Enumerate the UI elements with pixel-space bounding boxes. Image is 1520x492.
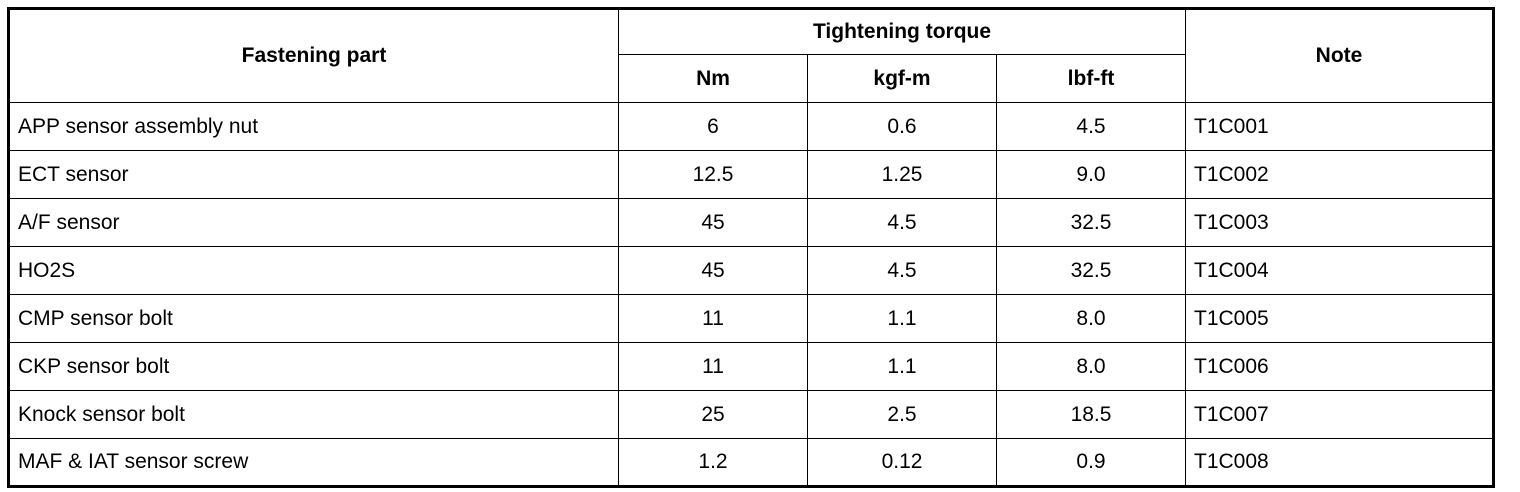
header-row: Nm kgf-m lbf-ft (9, 54, 1494, 103)
table-row: APP sensor assembly nut 6 0.6 4.5 T1C001 (8, 102, 1494, 151)
table-cell: 0.9 (996, 438, 1186, 487)
table-cell: T1C007 (1185, 390, 1494, 439)
header-cell: Fastening part (8, 8, 619, 103)
table-row: CMP sensor bolt 11 1.1 8.0 T1C005 (8, 294, 1494, 343)
table-cell: MAF & IAT sensor screw (8, 438, 619, 487)
table-cell: 45 (618, 198, 808, 247)
table-cell: CMP sensor bolt (8, 294, 619, 343)
table-cell: 11 (618, 342, 808, 391)
table-cell: Knock sensor bolt (8, 390, 619, 439)
table-cell: 8.0 (996, 342, 1186, 391)
table-row: MAF & IAT sensor screw 1.2 0.12 0.9 T1C008 (8, 438, 1494, 487)
table-cell: 9.0 (996, 150, 1186, 199)
table-cell: APP sensor assembly nut (8, 102, 619, 151)
torque-table: Fastening part Tightening torque Note Nm… (7, 7, 1495, 488)
table-cell: 1.1 (807, 294, 997, 343)
table-row: HO2S 45 4.5 32.5 T1C004 (8, 246, 1494, 295)
table-cell: T1C003 (1185, 198, 1494, 247)
table-cell: 6 (618, 102, 808, 151)
table-row: CKP sensor bolt 11 1.1 8.0 T1C006 (8, 342, 1494, 391)
header-cell: kgf-m (807, 54, 997, 103)
table-cell: A/F sensor (8, 198, 619, 247)
table-cell: 12.5 (618, 150, 808, 199)
table-cell: 32.5 (996, 198, 1186, 247)
table-cell: 4.5 (996, 102, 1186, 151)
table-cell: 32.5 (996, 246, 1186, 295)
table-cell: 0.12 (807, 438, 997, 487)
header-cell: Tightening torque (618, 8, 1186, 55)
table-cell: 18.5 (996, 390, 1186, 439)
table-row: Knock sensor bolt 25 2.5 18.5 T1C007 (8, 390, 1494, 439)
table-cell: 45 (618, 246, 808, 295)
table-row: ECT sensor 12.5 1.25 9.0 T1C002 (8, 150, 1494, 199)
table-cell: 1.25 (807, 150, 997, 199)
table-cell: 0.6 (807, 102, 997, 151)
table-cell: 8.0 (996, 294, 1186, 343)
table-cell: HO2S (8, 246, 619, 295)
table-cell: T1C008 (1185, 438, 1494, 487)
table-row: A/F sensor 45 4.5 32.5 T1C003 (8, 198, 1494, 247)
header-row: Fastening part Tightening torque Note (8, 8, 1494, 103)
table-cell: 2.5 (807, 390, 997, 439)
header-cell: lbf-ft (996, 54, 1186, 103)
table-cell: T1C002 (1185, 150, 1494, 199)
table-cell: 25 (618, 390, 808, 439)
table-cell: ECT sensor (8, 150, 619, 199)
header-cell: Nm (618, 54, 808, 103)
table-body: APP sensor assembly nut 6 0.6 4.5 T1C001 ECT … (8, 102, 1494, 487)
table-cell: T1C001 (1185, 102, 1494, 151)
table-cell: 1.1 (807, 342, 997, 391)
header-cell: Note (1185, 8, 1494, 103)
table-cell: 1.2 (618, 438, 808, 487)
table-cell: CKP sensor bolt (8, 342, 619, 391)
table-cell: 4.5 (807, 246, 997, 295)
table-cell: T1C006 (1185, 342, 1494, 391)
table-cell: T1C005 (1185, 294, 1494, 343)
table-cell: T1C004 (1185, 246, 1494, 295)
table-cell: 11 (618, 294, 808, 343)
table-cell: 4.5 (807, 198, 997, 247)
